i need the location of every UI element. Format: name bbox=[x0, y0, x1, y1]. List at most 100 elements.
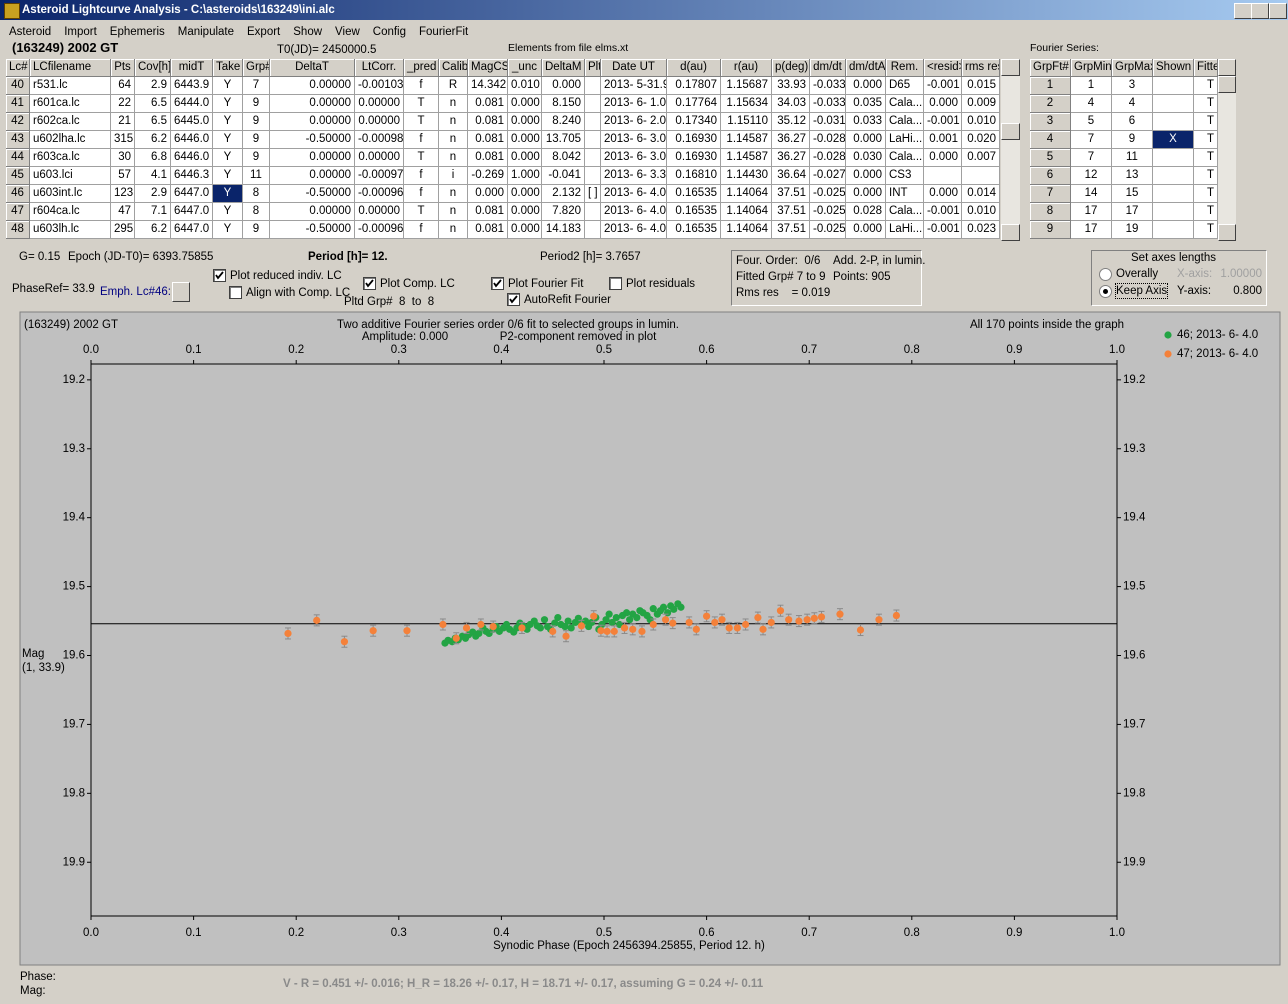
table-cell[interactable] bbox=[585, 149, 601, 167]
radio-button[interactable] bbox=[1099, 268, 1112, 281]
table-cell[interactable] bbox=[1153, 113, 1194, 131]
table-cell[interactable]: Y bbox=[213, 203, 243, 221]
table-cell[interactable]: 6447.0 bbox=[171, 203, 213, 221]
table-cell[interactable]: -0.001 bbox=[924, 203, 962, 221]
table-cell[interactable]: T bbox=[404, 95, 439, 113]
close-button[interactable] bbox=[1269, 3, 1287, 19]
table-cell[interactable]: -0.001 bbox=[924, 113, 962, 131]
table-cell[interactable]: 17 bbox=[1112, 203, 1153, 221]
table-cell[interactable]: 15 bbox=[1112, 185, 1153, 203]
table-cell[interactable] bbox=[1153, 77, 1194, 95]
table-cell[interactable]: 1.000 bbox=[508, 167, 542, 185]
table-cell[interactable]: 6 bbox=[1112, 113, 1153, 131]
table-cell[interactable]: 2.9 bbox=[135, 185, 171, 203]
table-cell[interactable]: -0.50000 bbox=[270, 221, 355, 239]
table-cell[interactable]: 2013- 6- 4.0 bbox=[601, 185, 667, 203]
menu-item[interactable]: Asteroid bbox=[9, 26, 52, 38]
row-header[interactable]: 42 bbox=[6, 113, 30, 131]
table-cell[interactable]: 14 bbox=[1071, 185, 1112, 203]
table-cell[interactable]: 295 bbox=[111, 221, 135, 239]
table-cell[interactable]: -0.033 bbox=[810, 95, 846, 113]
table-cell[interactable] bbox=[585, 167, 601, 185]
table-cell[interactable]: 1.14587 bbox=[721, 149, 772, 167]
table-cell[interactable]: 6446.0 bbox=[171, 149, 213, 167]
table-cell[interactable]: 0.00000 bbox=[270, 203, 355, 221]
table-cell[interactable]: 0.081 bbox=[468, 203, 508, 221]
axis-length[interactable]: 1.00000 bbox=[1220, 268, 1262, 280]
checkbox[interactable] bbox=[609, 277, 622, 290]
table-cell[interactable]: T bbox=[1194, 185, 1218, 203]
table-cell[interactable]: 1.14064 bbox=[721, 221, 772, 239]
table-cell[interactable]: Y bbox=[213, 149, 243, 167]
table-cell[interactable] bbox=[1153, 149, 1194, 167]
table-cell[interactable]: 0.17340 bbox=[667, 113, 721, 131]
table-cell[interactable]: 35.12 bbox=[772, 113, 810, 131]
table-cell[interactable]: 123 bbox=[111, 185, 135, 203]
table-cell[interactable]: u603lh.lc bbox=[30, 221, 111, 239]
table-cell[interactable]: u603int.lc bbox=[30, 185, 111, 203]
table-cell[interactable]: 12 bbox=[1071, 167, 1112, 185]
fourier-scrollbar[interactable] bbox=[1218, 59, 1236, 241]
table-cell[interactable]: 0.00000 bbox=[270, 167, 355, 185]
table-cell[interactable]: -0.00103 bbox=[355, 77, 404, 95]
table-cell[interactable]: 0.033 bbox=[846, 113, 886, 131]
table-cell[interactable]: Cala... bbox=[886, 95, 924, 113]
table-cell[interactable]: T bbox=[404, 203, 439, 221]
table-cell[interactable]: 0.023 bbox=[962, 221, 1000, 239]
scroll-down[interactable] bbox=[1218, 224, 1236, 241]
table-cell[interactable]: 14.342 bbox=[468, 77, 508, 95]
table-cell[interactable]: -0.027 bbox=[810, 167, 846, 185]
table-cell[interactable]: -0.00097 bbox=[355, 167, 404, 185]
row-header[interactable]: 3 bbox=[1030, 113, 1071, 131]
table-cell[interactable] bbox=[924, 167, 962, 185]
table-cell[interactable]: T bbox=[1194, 77, 1218, 95]
scroll-thumb[interactable] bbox=[1218, 76, 1236, 93]
emph-spinner[interactable] bbox=[172, 282, 190, 302]
table-cell[interactable]: 0.000 bbox=[846, 185, 886, 203]
table-cell[interactable]: 0.000 bbox=[846, 167, 886, 185]
table-cell[interactable] bbox=[1153, 185, 1194, 203]
row-header[interactable]: 47 bbox=[6, 203, 30, 221]
table-cell[interactable]: 3 bbox=[1112, 77, 1153, 95]
table-cell[interactable]: 36.27 bbox=[772, 131, 810, 149]
table-cell[interactable]: 2013- 6- 1.0 bbox=[601, 95, 667, 113]
table-cell[interactable]: X bbox=[1153, 131, 1194, 149]
table-cell[interactable]: 0.001 bbox=[924, 131, 962, 149]
table-cell[interactable]: 5 bbox=[1071, 113, 1112, 131]
table-cell[interactable]: 0.015 bbox=[962, 77, 1000, 95]
table-cell[interactable]: 9 bbox=[243, 95, 270, 113]
row-header[interactable]: 43 bbox=[6, 131, 30, 149]
table-cell[interactable]: 9 bbox=[243, 221, 270, 239]
table-cell[interactable]: 0.16535 bbox=[667, 185, 721, 203]
table-cell[interactable]: T bbox=[1194, 167, 1218, 185]
table-cell[interactable]: T bbox=[1194, 113, 1218, 131]
table-cell[interactable]: 0.035 bbox=[846, 95, 886, 113]
table-cell[interactable]: -0.025 bbox=[810, 185, 846, 203]
table-cell[interactable]: 64 bbox=[111, 77, 135, 95]
checkbox[interactable] bbox=[213, 269, 226, 282]
table-cell[interactable]: Y bbox=[213, 113, 243, 131]
table-cell[interactable]: 9 bbox=[243, 113, 270, 131]
table-cell[interactable]: u602lha.lc bbox=[30, 131, 111, 149]
table-cell[interactable]: r602ca.lc bbox=[30, 113, 111, 131]
table-cell[interactable]: 2013- 6- 3.0 bbox=[601, 131, 667, 149]
table-cell[interactable]: 37.51 bbox=[772, 203, 810, 221]
table-cell[interactable]: n bbox=[439, 149, 468, 167]
table-cell[interactable]: f bbox=[404, 131, 439, 149]
table-cell[interactable]: 9 bbox=[243, 131, 270, 149]
table-cell[interactable]: 4.1 bbox=[135, 167, 171, 185]
table-cell[interactable]: 30 bbox=[111, 149, 135, 167]
table-cell[interactable]: -0.041 bbox=[542, 167, 585, 185]
table-cell[interactable]: 19 bbox=[1112, 221, 1153, 239]
table-cell[interactable]: n bbox=[439, 131, 468, 149]
table-cell[interactable]: 0.000 bbox=[508, 95, 542, 113]
table-cell[interactable]: 8.240 bbox=[542, 113, 585, 131]
table-cell[interactable] bbox=[1153, 95, 1194, 113]
table-cell[interactable]: 0.010 bbox=[962, 203, 1000, 221]
menu-item[interactable]: View bbox=[335, 26, 360, 38]
scroll-down[interactable] bbox=[1001, 224, 1020, 241]
table-cell[interactable] bbox=[962, 167, 1000, 185]
row-header[interactable]: 40 bbox=[6, 77, 30, 95]
table-cell[interactable]: 0.000 bbox=[924, 95, 962, 113]
table-cell[interactable]: 0.16810 bbox=[667, 167, 721, 185]
